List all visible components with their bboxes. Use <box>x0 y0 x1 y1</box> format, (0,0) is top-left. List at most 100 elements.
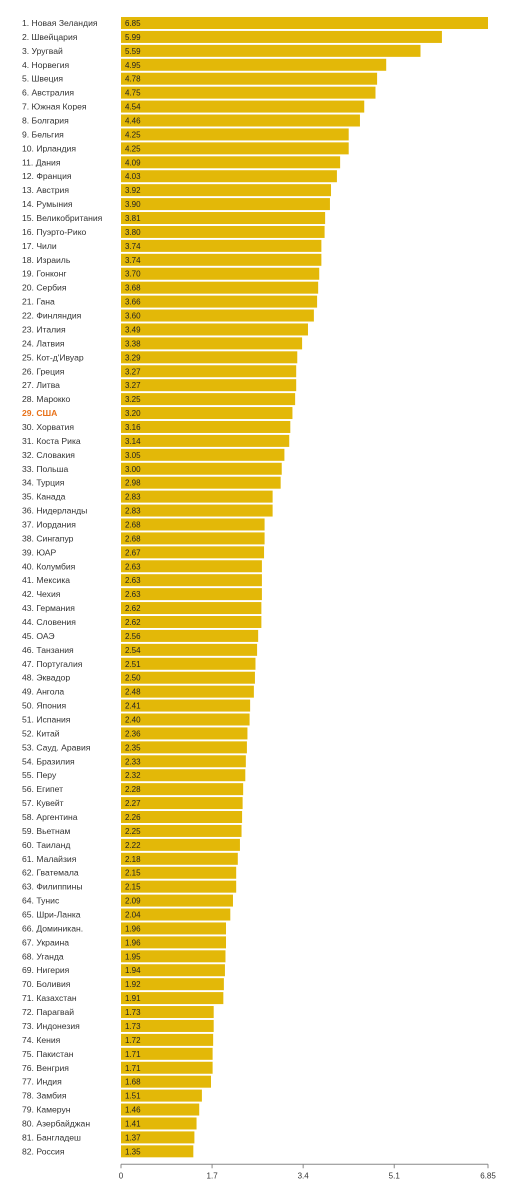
bar <box>121 615 262 628</box>
bar-value-label: 1.37 <box>125 1133 141 1142</box>
category-label: 42. Чехия <box>22 589 61 599</box>
bar <box>121 1047 213 1060</box>
bar <box>121 281 319 294</box>
category-label: 11. Дания <box>22 157 61 167</box>
category-label: 33. Польша <box>22 464 68 474</box>
category-label: 53. Сауд. Аравия <box>22 742 91 752</box>
bar-value-label: 2.22 <box>125 841 141 850</box>
bar <box>121 184 332 197</box>
bar-value-label: 4.46 <box>125 117 141 126</box>
bar-value-label: 1.51 <box>125 1092 141 1101</box>
bar <box>121 797 243 810</box>
bar <box>121 936 227 949</box>
bar <box>121 434 290 447</box>
bar-value-label: 1.68 <box>125 1078 141 1087</box>
bar-value-label: 1.71 <box>125 1050 141 1059</box>
bar <box>121 1061 213 1074</box>
category-label: 4. Норвегия <box>22 60 70 70</box>
bar-value-label: 1.73 <box>125 1022 141 1031</box>
category-label: 13. Австрия <box>22 185 69 195</box>
category-label: 61. Малайзия <box>22 854 77 864</box>
category-label: 82. Россия <box>22 1146 65 1156</box>
category-label: 55. Перу <box>22 770 57 780</box>
bar-value-label: 1.95 <box>125 952 141 961</box>
category-label: 64. Тунис <box>22 896 60 906</box>
category-label: 74. Кения <box>22 1035 61 1045</box>
category-label: 34. Турция <box>22 478 65 488</box>
bar-value-label: 2.62 <box>125 604 141 613</box>
bar <box>121 267 320 280</box>
bar <box>121 100 365 113</box>
bar-value-label: 2.04 <box>125 911 141 920</box>
bar <box>121 560 262 573</box>
bar <box>121 657 256 670</box>
bar <box>121 1075 212 1088</box>
bar <box>121 309 314 322</box>
bar <box>121 365 297 378</box>
category-label: 32. Словакия <box>22 450 75 460</box>
category-label: 45. ОАЭ <box>22 631 55 641</box>
bar-value-label: 4.78 <box>125 75 141 84</box>
bar-value-label: 2.54 <box>125 646 141 655</box>
category-label: 18. Израиль <box>22 255 71 265</box>
category-label: 14. Румыния <box>22 199 73 209</box>
bar <box>121 253 322 266</box>
x-tick-label: 0 <box>119 1171 124 1180</box>
bar-value-label: 1.73 <box>125 1008 141 1017</box>
category-label: 35. Канада <box>22 492 66 502</box>
category-label: 67. Украина <box>22 937 69 947</box>
bar-value-label: 3.27 <box>125 381 141 390</box>
bar <box>121 462 282 475</box>
bar <box>121 128 349 141</box>
category-label: 75. Пакистан <box>22 1049 74 1059</box>
bar <box>121 964 225 977</box>
bar <box>121 379 297 392</box>
category-label: 73. Индонезия <box>22 1021 80 1031</box>
bar-value-label: 2.25 <box>125 827 141 836</box>
bar <box>121 212 326 225</box>
bar-value-label: 2.40 <box>125 716 141 725</box>
bar-value-label: 2.67 <box>125 548 141 557</box>
bar-value-label: 5.59 <box>125 47 141 56</box>
bar <box>121 1089 202 1102</box>
category-label: 1. Новая Зеландия <box>22 18 98 28</box>
category-label: 21. Гана <box>22 297 55 307</box>
category-label: 57. Кувейт <box>22 798 64 808</box>
bar-value-label: 3.25 <box>125 395 141 404</box>
category-label: 60. Таиланд <box>22 840 70 850</box>
bar <box>121 420 291 433</box>
bar <box>121 198 330 211</box>
bar <box>121 170 337 183</box>
category-label: 63. Филиппины <box>22 882 83 892</box>
bar-value-label: 3.74 <box>125 242 141 251</box>
bar-value-label: 4.03 <box>125 172 141 181</box>
bar-value-label: 3.80 <box>125 228 141 237</box>
bar-value-label: 2.35 <box>125 743 141 752</box>
category-label: 80. Азербайджан <box>22 1118 90 1128</box>
bar-value-label: 2.15 <box>125 869 141 878</box>
bar-value-label: 3.49 <box>125 325 141 334</box>
bar <box>121 448 285 461</box>
category-label: 37. Иордания <box>22 519 76 529</box>
bar <box>121 239 322 252</box>
bar-value-label: 1.35 <box>125 1147 141 1156</box>
category-label: 58. Аргентина <box>22 812 78 822</box>
bar-value-label: 2.28 <box>125 785 141 794</box>
bar <box>121 824 242 837</box>
category-label: 26. Греция <box>22 366 65 376</box>
bar <box>121 337 303 350</box>
bar <box>121 992 224 1005</box>
bar-value-label: 2.83 <box>125 507 141 516</box>
bar-value-label: 3.05 <box>125 451 141 460</box>
bar-value-label: 2.63 <box>125 590 141 599</box>
category-label: 41. Мексика <box>22 575 70 585</box>
category-label: 62. Гватемала <box>22 868 79 878</box>
bar <box>121 1033 214 1046</box>
bar-value-label: 1.46 <box>125 1106 141 1115</box>
category-label: 19. Гонконг <box>22 269 66 279</box>
bar-value-label: 3.70 <box>125 270 141 279</box>
bar-value-label: 2.83 <box>125 493 141 502</box>
category-label: 71. Казахстан <box>22 993 77 1003</box>
category-label: 30. Хорватия <box>22 422 74 432</box>
